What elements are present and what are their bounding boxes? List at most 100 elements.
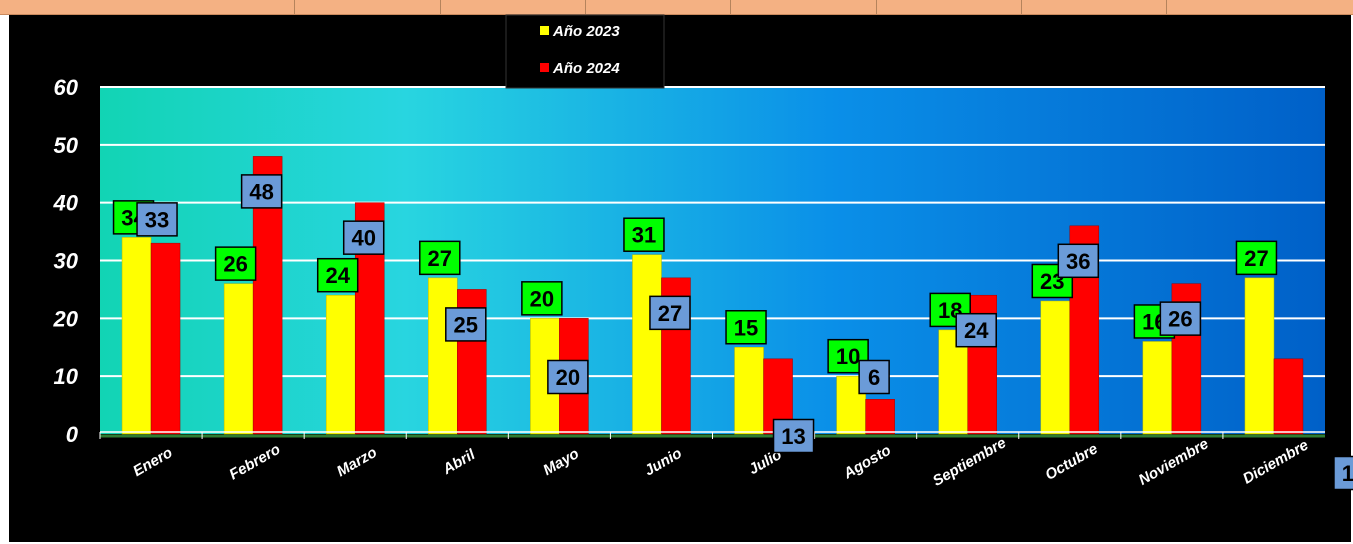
x-tick-label: Agosto — [840, 442, 894, 483]
legend-swatch — [540, 63, 549, 72]
label-2024-box — [858, 359, 890, 395]
bar-2023 — [223, 283, 254, 435]
label-2024: 13 — [772, 418, 815, 454]
label-2023-box — [214, 246, 257, 281]
legend-label: Año 2024 — [552, 60, 620, 77]
x-tick-label: Junio — [642, 445, 685, 480]
y-tick-label: 10 — [54, 364, 79, 389]
label-2023-text: 27 — [428, 246, 452, 271]
label-2024-box — [136, 202, 178, 237]
label-2024: 27 — [649, 295, 691, 331]
data-labels: 34 33264824402725202031271513106182423361… — [112, 174, 1353, 491]
label-2023-text: 27 — [1244, 246, 1268, 271]
label-2024: 20 — [547, 359, 589, 395]
label-2023-text: 26 — [223, 252, 247, 277]
y-tick-label: 30 — [54, 249, 79, 274]
label-2024-box — [1159, 301, 1202, 336]
column-divider — [1021, 0, 1022, 14]
label-2023-text: 15 — [734, 315, 758, 340]
label-2024-box — [955, 312, 997, 348]
label-2024-text: 20 — [556, 365, 580, 390]
label-2023-box — [419, 240, 461, 276]
label-2023-box — [316, 257, 359, 293]
x-tick-label: Mayo — [540, 445, 582, 479]
label-2023-box — [725, 310, 767, 345]
label-2023: 31 — [623, 217, 665, 252]
y-tick-label: 0 — [66, 422, 79, 447]
label-2024: 13 — [1333, 455, 1353, 491]
bar-2024 — [150, 242, 181, 435]
x-tick-label: Febrero — [226, 441, 283, 484]
column-divider — [876, 0, 877, 14]
label-2024: 24 — [955, 312, 997, 348]
column-divider — [294, 0, 295, 14]
y-tick-label: 20 — [53, 306, 79, 331]
label-2023-text: 24 — [325, 263, 350, 288]
label-2024-text: 25 — [454, 312, 478, 337]
label-2024-box — [445, 307, 487, 342]
label-2024-box — [649, 295, 691, 331]
label-2024: 33 — [136, 202, 178, 237]
column-divider — [1166, 0, 1167, 14]
label-2023-text: 31 — [632, 223, 656, 248]
label-2024-box — [1057, 243, 1100, 279]
label-2023: 15 — [725, 310, 767, 345]
label-2024-text: 33 — [145, 207, 169, 232]
label-2024: 6 — [858, 359, 890, 395]
x-tick-label: Diciembre — [1240, 437, 1311, 488]
bar-2024 — [1273, 358, 1304, 435]
label-2023: 27 — [419, 240, 461, 276]
label-2024-box — [342, 220, 385, 255]
bar-2023 — [632, 254, 662, 435]
label-2023-text: 20 — [530, 286, 554, 311]
label-2024-box — [240, 174, 283, 209]
label-2024: 48 — [240, 174, 283, 209]
x-tick-label: Abril — [439, 446, 479, 479]
bar-2023 — [121, 237, 152, 435]
label-2023: 24 — [316, 257, 359, 293]
y-tick-label: 50 — [54, 133, 79, 158]
legend-swatch — [540, 26, 549, 35]
label-2024: 36 — [1057, 243, 1100, 279]
label-2024-box — [772, 418, 815, 454]
legend[interactable]: Año 2023 Año 2024 — [505, 14, 665, 89]
label-2024-box — [547, 359, 589, 395]
column-divider — [440, 0, 441, 14]
x-tick-label: Noviembre — [1136, 435, 1212, 488]
label-2024-box — [1333, 455, 1353, 491]
label-2024-text: 6 — [868, 365, 880, 390]
bar-2023 — [1142, 341, 1173, 435]
gridlines — [100, 86, 1325, 378]
bar-2023 — [1040, 300, 1071, 435]
legend-label: Año 2023 — [552, 23, 620, 40]
legend-box — [505, 14, 665, 89]
label-2023-box — [521, 281, 563, 316]
label-2023-text: 10 — [836, 344, 860, 369]
bar-2023 — [1244, 277, 1275, 435]
x-tick-label: Septiembre — [930, 434, 1009, 490]
label-2023-box — [1235, 240, 1278, 276]
label-2024-text: 13 — [1342, 461, 1353, 486]
label-2024: 26 — [1159, 301, 1202, 336]
bar-2023 — [325, 294, 356, 435]
label-2024-text: 26 — [1168, 307, 1192, 332]
x-tick-label: Enero — [130, 444, 175, 480]
spreadsheet-column-header — [0, 0, 1353, 15]
label-2024: 25 — [445, 307, 487, 342]
label-2024-text: 48 — [249, 179, 273, 204]
bar-2023 — [428, 277, 458, 435]
label-2024-text: 13 — [781, 424, 805, 449]
label-2024: 40 — [342, 220, 385, 255]
label-2024-text: 24 — [964, 318, 989, 343]
x-tick-label: Marzo — [334, 444, 380, 480]
bar-2023 — [734, 347, 764, 435]
label-2024-text: 36 — [1066, 249, 1090, 274]
label-2023: 20 — [521, 281, 563, 316]
label-2023: 27 — [1235, 240, 1278, 276]
label-2024-text: 27 — [658, 301, 682, 326]
label-2023-box — [623, 217, 665, 252]
y-tick-label: 60 — [54, 75, 79, 100]
bar-2024 — [865, 399, 895, 435]
label-2023: 26 — [214, 246, 257, 281]
